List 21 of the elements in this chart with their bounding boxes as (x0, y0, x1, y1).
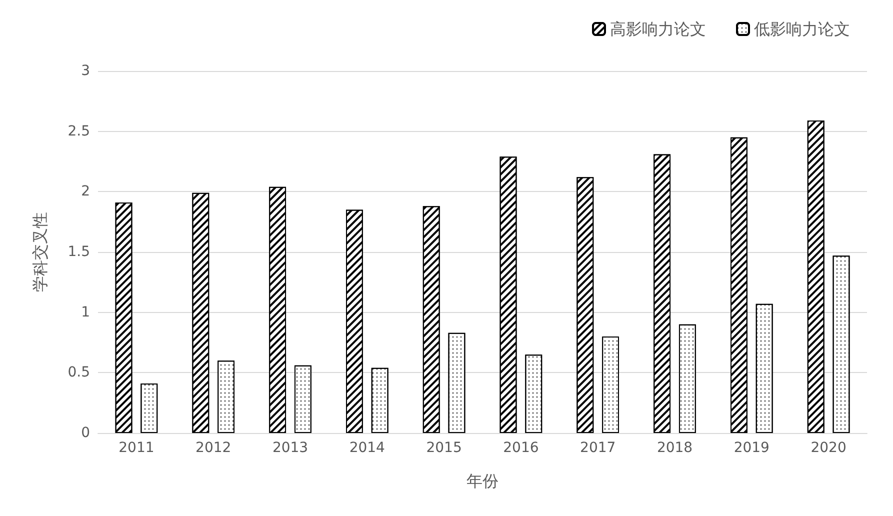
x-tick-label: 2019 (734, 440, 770, 456)
y-tick-label: 2.5 (68, 123, 90, 140)
x-tick-label: 2011 (118, 440, 154, 456)
x-tick-label: 2017 (580, 440, 616, 456)
y-tick-label: 0 (81, 425, 90, 441)
x-tick-label: 2016 (503, 440, 539, 456)
legend-label: 低影响力论文 (754, 20, 850, 38)
x-tick-label: 2018 (656, 440, 693, 456)
y-tick-label: 1.5 (68, 244, 90, 260)
x-tick-label: 2020 (810, 440, 846, 456)
y-tick-label: 0.5 (68, 364, 90, 381)
x-tick-label: 2015 (426, 440, 462, 456)
y-axis-title: 学科交叉性 (30, 212, 50, 292)
y-tick-label: 2 (81, 184, 90, 200)
x-tick-label: 2014 (349, 440, 386, 456)
legend-label: 高影响力论文 (610, 20, 706, 38)
y-tick-label: 3 (81, 63, 90, 79)
y-tick-label: 1 (81, 304, 90, 320)
x-axis-title: 年份 (466, 472, 498, 490)
x-tick-label: 2013 (272, 440, 308, 456)
x-tick-label: 2012 (196, 440, 232, 456)
